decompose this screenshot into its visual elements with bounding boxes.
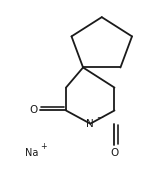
Text: +: + — [40, 142, 47, 151]
Text: −: − — [96, 113, 103, 122]
Text: N: N — [86, 119, 94, 129]
Text: O: O — [29, 105, 37, 115]
Text: O: O — [110, 147, 119, 158]
Text: Na: Na — [25, 148, 38, 158]
